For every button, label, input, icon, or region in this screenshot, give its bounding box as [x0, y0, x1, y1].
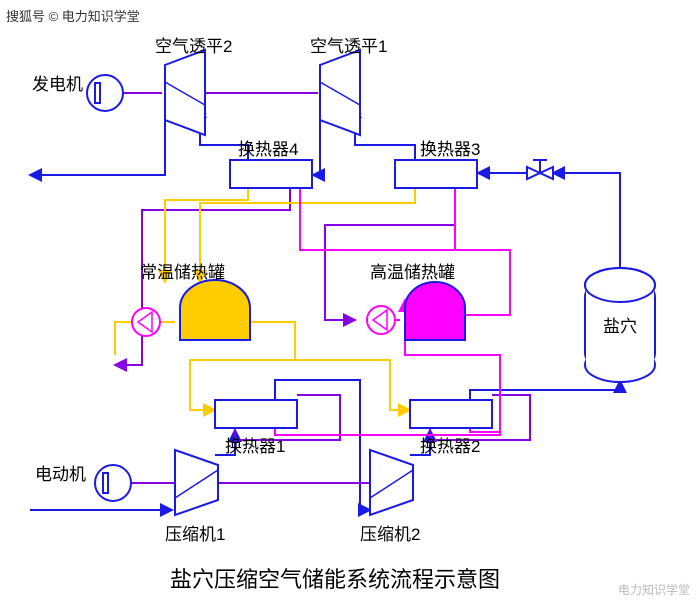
diagram-title: 盐穴压缩空气储能系统流程示意图 [170, 562, 500, 594]
turbine1-shape [320, 50, 360, 135]
label-air-turbine-2: 空气透平2 [155, 32, 232, 57]
label-compressor2: 压缩机2 [360, 520, 420, 545]
compressor2-shape [370, 450, 413, 515]
label-motor: 电动机 [35, 460, 86, 485]
hx4-box [230, 160, 312, 188]
yellow-to-hx2 [295, 360, 410, 410]
hot-tank-shape [405, 282, 465, 340]
watermark-top-left: 搜狐号 © 电力知识学堂 [6, 6, 140, 25]
turbine2-shape [165, 50, 205, 135]
pump-hot [367, 306, 395, 334]
hx1-box [215, 400, 297, 428]
hx2-to-cavern [470, 381, 620, 400]
label-air-turbine-1: 空气透平1 [310, 32, 387, 57]
hx3-box [395, 160, 477, 188]
hx3-to-turb1 [355, 106, 415, 160]
turb1-to-hx4 [313, 95, 320, 175]
label-hx3: 换热器3 [420, 135, 480, 160]
yellow-ambient-to-hx1 [115, 322, 132, 355]
label-compressor1: 压缩机1 [165, 520, 225, 545]
label-ambient-tank: 常温储热罐 [140, 258, 225, 283]
ambient-tank-shape [180, 280, 250, 340]
compressor1-shape [175, 450, 218, 515]
hx2-box [410, 400, 492, 428]
label-salt-cavern: 盐穴 [603, 312, 637, 337]
watermark-bottom-right: 电力知识学堂 [618, 581, 690, 598]
label-hx1: 换热器1 [225, 432, 285, 457]
label-hx4: 换热器4 [238, 135, 298, 160]
generator-shape [87, 75, 123, 111]
label-generator: 发电机 [32, 70, 83, 95]
pump-ambient [132, 308, 160, 336]
label-hx2: 换热器2 [420, 432, 480, 457]
motor-shape [95, 465, 131, 501]
valve-shape [527, 160, 553, 179]
cavern-to-valve [553, 173, 620, 268]
magenta-hot-to-hx3 [455, 170, 510, 315]
label-hot-tank: 高温储热罐 [370, 258, 455, 283]
diagram-canvas [0, 0, 700, 604]
